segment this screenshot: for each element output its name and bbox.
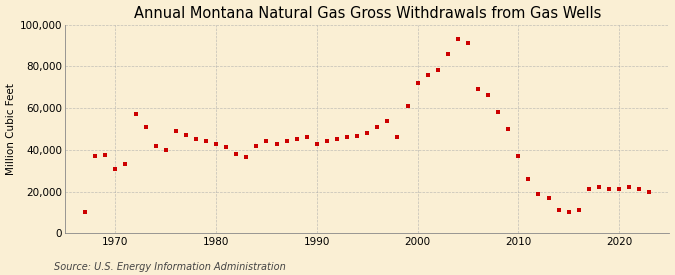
Point: [311, 141, 322, 146]
Point: [523, 177, 534, 181]
Point: [231, 152, 242, 156]
Point: [241, 155, 252, 159]
Point: [80, 210, 90, 214]
Point: [211, 141, 221, 146]
Point: [130, 112, 141, 117]
Point: [423, 72, 433, 77]
Point: [362, 131, 373, 135]
Point: [462, 41, 473, 45]
Y-axis label: Million Cubic Feet: Million Cubic Feet: [5, 83, 16, 175]
Point: [412, 81, 423, 85]
Point: [180, 133, 191, 137]
Point: [513, 154, 524, 158]
Point: [261, 139, 272, 144]
Point: [161, 148, 171, 152]
Point: [452, 37, 463, 41]
Point: [382, 118, 393, 123]
Point: [321, 139, 332, 144]
Point: [342, 135, 352, 139]
Point: [392, 135, 403, 139]
Point: [472, 87, 483, 91]
Point: [151, 143, 161, 148]
Point: [533, 191, 544, 196]
Point: [483, 93, 493, 98]
Point: [554, 208, 564, 213]
Point: [634, 187, 645, 192]
Point: [564, 210, 574, 214]
Point: [493, 110, 504, 114]
Point: [583, 187, 594, 192]
Point: [442, 51, 453, 56]
Point: [603, 187, 614, 192]
Point: [281, 139, 292, 144]
Point: [271, 141, 282, 146]
Point: [433, 68, 443, 73]
Point: [372, 125, 383, 129]
Point: [90, 154, 101, 158]
Point: [624, 185, 634, 189]
Point: [110, 166, 121, 171]
Point: [140, 125, 151, 129]
Point: [200, 139, 211, 144]
Point: [593, 185, 604, 189]
Point: [402, 104, 413, 108]
Point: [190, 137, 201, 142]
Point: [251, 143, 262, 148]
Point: [644, 189, 655, 194]
Point: [352, 134, 362, 138]
Point: [170, 129, 181, 133]
Point: [543, 196, 554, 200]
Point: [120, 162, 131, 167]
Point: [100, 153, 111, 157]
Point: [503, 127, 514, 131]
Point: [221, 144, 232, 149]
Point: [614, 187, 624, 192]
Text: Source: U.S. Energy Information Administration: Source: U.S. Energy Information Administ…: [54, 262, 286, 272]
Point: [573, 208, 584, 213]
Point: [301, 135, 312, 139]
Point: [292, 137, 302, 142]
Point: [331, 137, 342, 142]
Title: Annual Montana Natural Gas Gross Withdrawals from Gas Wells: Annual Montana Natural Gas Gross Withdra…: [134, 6, 601, 21]
